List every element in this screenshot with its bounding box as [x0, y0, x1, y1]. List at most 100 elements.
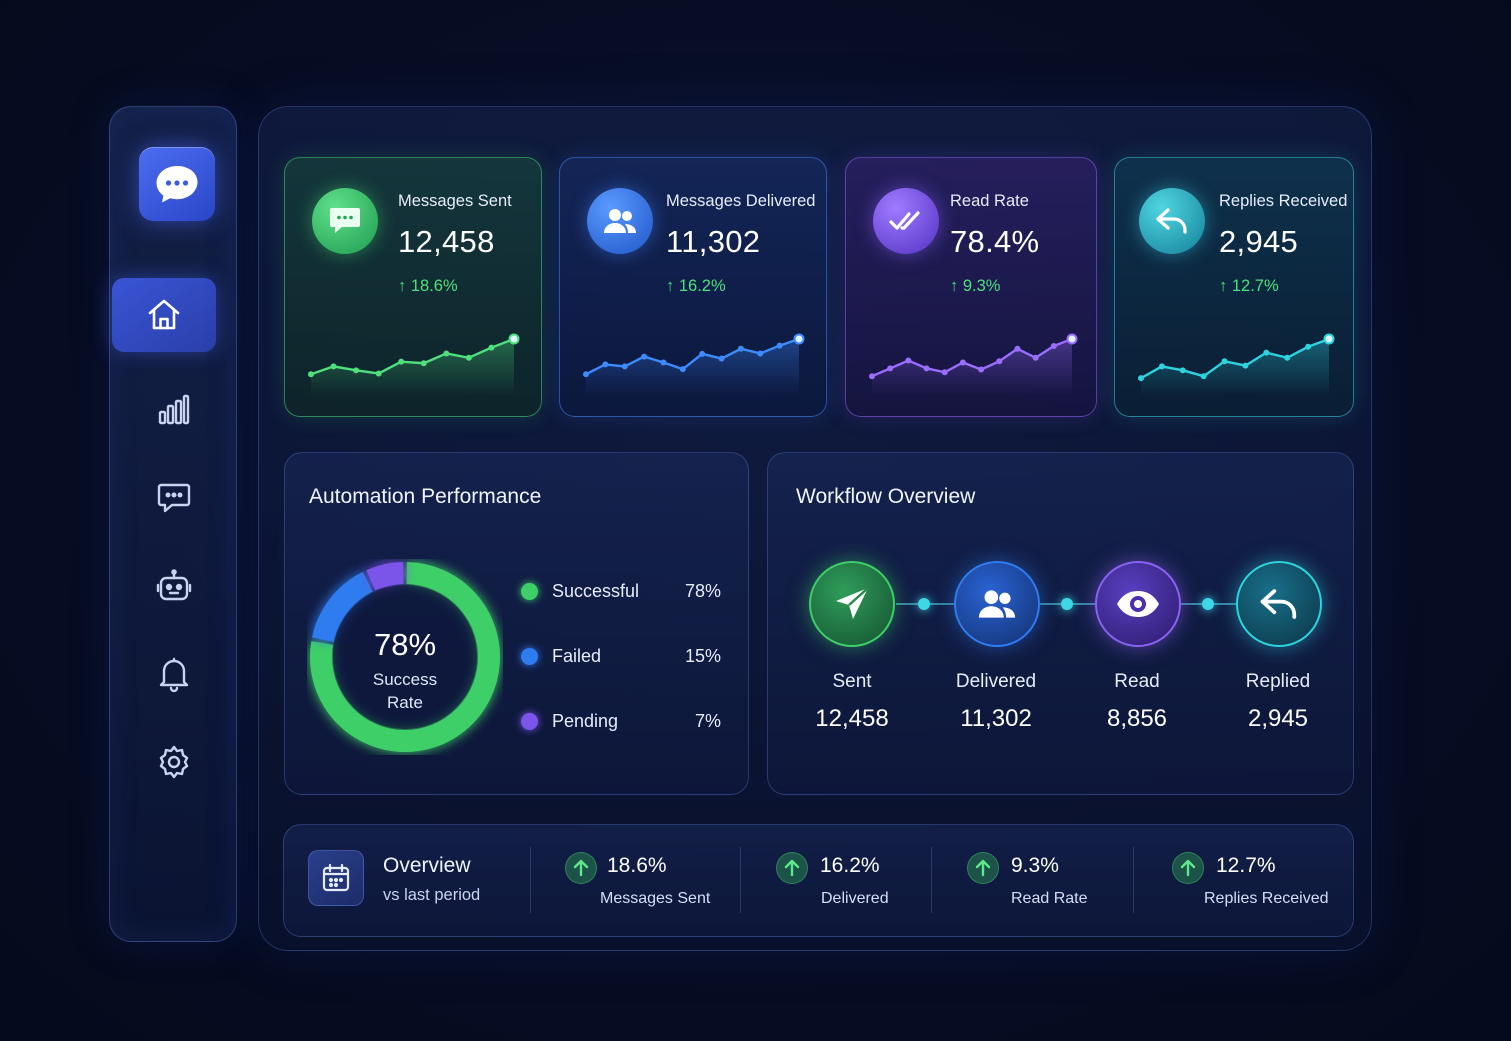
sparkline-point: [793, 333, 805, 345]
overview-stat-value: 16.2%: [820, 854, 880, 877]
workflow-step-value: 8,856: [1106, 705, 1168, 732]
sparkline-point: [465, 354, 472, 361]
workflow-step-replied[interactable]: [1236, 561, 1322, 647]
sparkline-point: [679, 366, 686, 373]
sparkline-point: [1138, 375, 1144, 382]
sparkline-point: [959, 359, 966, 366]
sparkline-line: [585, 337, 800, 376]
stat-label: Messages Delivered: [666, 192, 816, 210]
overview-stat-label: Delivered: [821, 890, 889, 907]
legend-dot: [521, 647, 538, 665]
workflow-step-label: Read: [1114, 671, 1160, 692]
divider: [1133, 847, 1134, 913]
workflow-step-label: Sent: [832, 671, 872, 692]
overview-subtitle: vs last period: [383, 886, 481, 904]
sparkline: [308, 333, 520, 396]
sparkline-line: [871, 337, 1073, 378]
stat-value: 12,458: [398, 224, 495, 259]
sparkline-point: [1221, 358, 1228, 365]
double-check-icon: [873, 188, 939, 254]
workflow-step-delivered[interactable]: [954, 561, 1040, 647]
chat-bubble-icon: [156, 166, 198, 203]
chat-icon: [157, 483, 191, 513]
overview-bar: Overview vs last period 18.6% Messages S…: [283, 824, 1354, 937]
sparkline-point: [1284, 354, 1291, 361]
sparkline-point: [1158, 363, 1165, 370]
legend-label: Pending: [552, 710, 619, 731]
stat-delta: ↑ 9.3%: [950, 277, 1001, 295]
stat-card-replies-received[interactable]: Replies Received 2,945 ↑ 12.7%: [1114, 157, 1354, 417]
donut-segment: [312, 571, 373, 643]
flow-dot: [1061, 598, 1073, 610]
overview-stat-label: Replies Received: [1204, 890, 1329, 907]
stat-card-messages-delivered[interactable]: Messages Delivered 11,302 ↑ 16.2%: [559, 157, 827, 417]
stat-label: Messages Sent: [398, 192, 512, 210]
sparkline-area: [586, 338, 799, 396]
bell-icon: [159, 657, 189, 693]
reply-icon: [1260, 589, 1297, 619]
sparkline: [869, 333, 1078, 396]
sparkline-point: [660, 359, 667, 366]
sparkline-point: [923, 365, 930, 372]
donut-segment: [366, 562, 404, 591]
overview-title: Overview: [383, 854, 471, 877]
send-icon: [836, 587, 869, 619]
donut-center-label: Success: [372, 670, 438, 689]
users-icon: [978, 590, 1016, 618]
workflow-step-sent[interactable]: [809, 561, 895, 647]
workflow-step-value: 2,945: [1247, 705, 1309, 732]
stat-value: 2,945: [1219, 224, 1299, 259]
sidebar-item-analytics[interactable]: [110, 373, 238, 447]
panel-title: Automation Performance: [309, 485, 542, 508]
sparkline-point: [978, 366, 985, 373]
sparkline: [1138, 333, 1335, 396]
sparkline-line: [1140, 337, 1330, 380]
sparkline-point: [1050, 343, 1057, 349]
sidebar-item-notifications[interactable]: [110, 637, 238, 711]
legend-value: 78%: [684, 580, 721, 601]
sidebar-item-home[interactable]: [112, 278, 216, 352]
sparkline-point: [420, 360, 427, 367]
stat-delta: ↑ 12.7%: [1219, 277, 1279, 295]
sidebar-item-messages[interactable]: [110, 460, 238, 534]
chat-icon: [312, 188, 378, 254]
arrow-up-icon: [565, 852, 597, 884]
sparkline-point: [1032, 354, 1039, 361]
donut-center-label: Rate: [387, 693, 423, 712]
sparkline-point: [1200, 373, 1207, 380]
sparkline-area: [1141, 338, 1329, 396]
users-icon: [587, 188, 653, 254]
sparkline-point: [699, 350, 706, 357]
sidebar-item-settings[interactable]: [110, 725, 238, 799]
workflow-step-read[interactable]: [1095, 561, 1181, 647]
stat-value: 78.4%: [950, 224, 1040, 259]
sparkline-point: [330, 363, 337, 370]
sparkline-point: [443, 350, 450, 357]
sparkline-point: [1305, 343, 1312, 350]
sparkline-point: [602, 361, 609, 368]
overview-stat-value: 9.3%: [1011, 854, 1059, 877]
robot-icon: [156, 569, 192, 601]
stat-label: Replies Received: [1219, 192, 1348, 210]
sidebar-item-bots[interactable]: [110, 549, 238, 623]
legend-item-pending: Pending 7%: [521, 709, 721, 733]
legend-item-failed: Failed 15%: [521, 644, 721, 668]
workflow-step-label: Delivered: [955, 671, 1037, 692]
calendar-icon: [308, 850, 364, 906]
sidebar: [109, 106, 237, 942]
legend-value: 7%: [694, 710, 721, 731]
stat-card-read-rate[interactable]: Read Rate 78.4% ↑ 9.3%: [845, 157, 1097, 417]
sparkline-point: [887, 365, 894, 372]
sparkline-point: [1263, 349, 1270, 356]
sparkline-point: [508, 333, 520, 345]
donut-center-value: 78%: [373, 627, 437, 662]
donut-hole: [333, 585, 477, 729]
app-logo-button[interactable]: [139, 147, 215, 221]
stat-card-messages-sent[interactable]: Messages Sent 12,458 ↑ 18.6%: [284, 157, 542, 417]
arrow-up-icon: [776, 852, 808, 884]
overview-stat-value: 12.7%: [1216, 854, 1276, 877]
sparkline-point: [583, 371, 589, 378]
stat-delta: ↑ 18.6%: [398, 277, 458, 295]
overview-stat-value: 18.6%: [607, 854, 667, 877]
sparkline-point: [1242, 362, 1249, 369]
